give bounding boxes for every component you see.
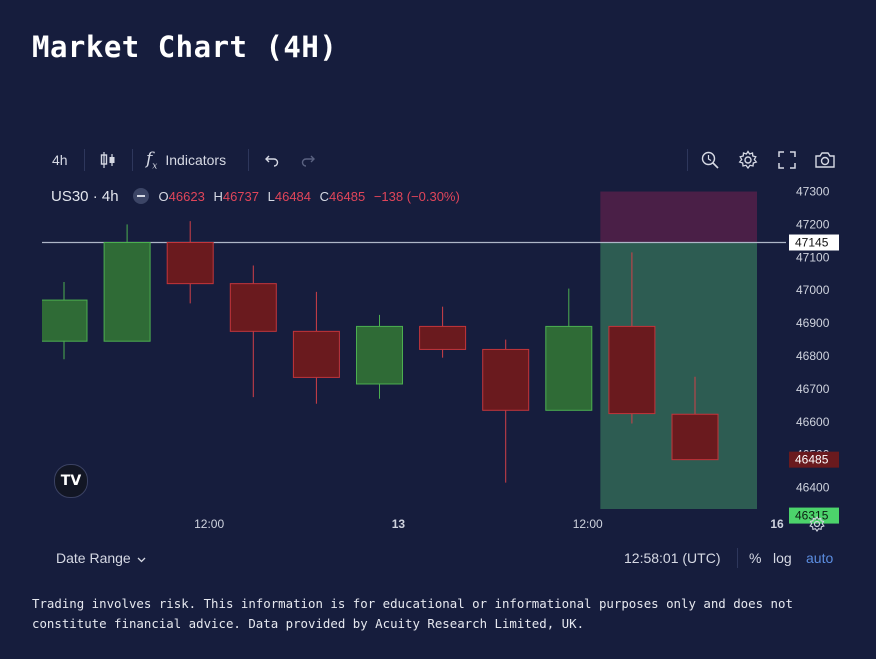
clock-time[interactable]: 12:58:01 (UTC) [624,550,721,566]
candle-up [545,325,593,411]
target-price-label-bg [789,507,839,524]
candle-down [229,283,277,332]
chart-toolbar: 4h fx Indicators [42,145,848,175]
zoom-icon[interactable] [700,145,720,175]
page-title: Market Chart (4H) [32,30,338,64]
low-label: L [267,188,275,204]
candle-down [608,325,656,415]
last-price-label: 46485 [795,453,829,467]
y-axis-tick-label: 47100 [796,250,830,264]
x-axis-tick-label: 12:00 [194,517,224,531]
price-line-label-bg [789,234,839,251]
price-line-label: 47145 [795,236,829,250]
y-axis-tick-label: 46600 [796,415,830,429]
candle-up [356,325,403,385]
gear-icon[interactable] [738,145,758,175]
fullscreen-icon[interactable] [778,145,796,175]
last-price-label-bg [789,451,839,468]
interval-button[interactable]: 4h [52,152,68,168]
candle-down [292,330,340,378]
target-price-label: 46315 [795,509,829,523]
fx-icon: fx [146,148,158,172]
y-axis-tick-label: 47000 [796,283,830,297]
hide-series-icon[interactable] [132,188,149,204]
y-axis-tick-label: 47200 [796,217,830,231]
y-axis-tick-label: 46800 [796,349,830,363]
symbol-legend: US30 · 4h O46623 H46737 L46484 C46485 −1… [51,186,465,206]
auto-toggle[interactable]: auto [806,550,834,566]
candle-up [103,242,151,342]
candle-down [482,348,530,411]
disclaimer-line-1: Trading involves risk. This information … [32,596,793,611]
open-label: O [158,188,169,204]
x-axis-tick-label: 16 [770,517,784,531]
symbol-label: US30 · 4h [51,187,119,205]
indicators-button[interactable]: fx Indicators [146,145,226,175]
candle-down [419,325,467,350]
chevron-down-icon [137,550,146,566]
axis-settings-icon[interactable] [808,515,826,533]
y-axis-tick-label: 46400 [796,481,830,495]
close-label: C [319,188,330,204]
high-label: H [213,188,223,204]
candles-icon[interactable] [99,145,117,175]
x-axis-tick-label: 13 [392,517,406,531]
y-axis-tick-label: 46900 [796,316,830,330]
y-axis-tick-label: 46700 [796,382,830,396]
risk-disclaimer: Trading involves risk. This information … [32,594,852,634]
date-range-dropdown[interactable]: Date Range [56,544,146,572]
close-value: 46485 [329,188,366,204]
change-value: −138 (−0.30%) [373,188,460,204]
stop-loss-zone [600,191,757,243]
high-value: 46737 [222,188,259,204]
candle-up [42,299,88,342]
camera-icon[interactable] [814,145,836,175]
y-axis-tick-label: 47300 [796,185,830,199]
chart-bottom-bar: Date Range 12:58:01 (UTC) % log auto [42,544,842,572]
toolbar-divider [248,149,249,171]
log-toggle[interactable]: log [773,550,792,566]
x-axis-tick-label: 12:00 [573,517,603,531]
toolbar-divider [687,149,688,171]
percent-toggle[interactable]: % [749,550,762,566]
low-value: 46484 [274,188,312,204]
toolbar-divider [84,149,85,171]
undo-icon[interactable] [262,145,280,175]
redo-icon[interactable] [300,145,318,175]
tradingview-logo[interactable]: TV [54,464,88,498]
candle-down [671,413,719,461]
candle-down [166,242,214,285]
open-value: 46623 [168,188,205,204]
disclaimer-line-2: constitute financial advice. Data provid… [32,616,585,631]
toolbar-divider [132,149,133,171]
bottom-divider [737,548,738,568]
date-range-label: Date Range [56,550,131,566]
ohlc-values: O46623 H46737 L46484 C46485 −138 (−0.30%… [159,189,465,204]
indicators-label: Indicators [165,152,227,168]
